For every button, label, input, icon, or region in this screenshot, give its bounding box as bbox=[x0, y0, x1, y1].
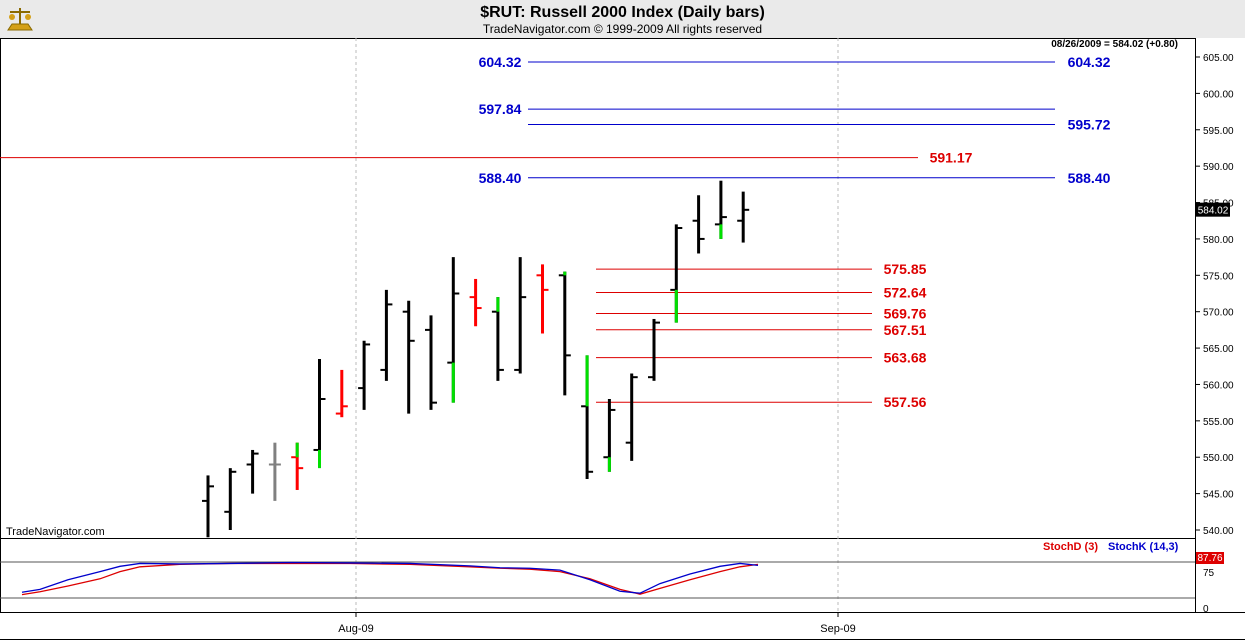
date-tick-label: Aug-09 bbox=[338, 623, 373, 635]
price-tick-label: 595.00 bbox=[1203, 126, 1234, 137]
stochastic-pane bbox=[0, 538, 1196, 613]
price-tick-label: 590.00 bbox=[1203, 162, 1234, 173]
scale-logo-icon bbox=[7, 8, 33, 31]
price-bar bbox=[536, 264, 549, 334]
level-label: 597.84 bbox=[479, 101, 522, 117]
stoch-tick-label: 75 bbox=[1203, 568, 1215, 579]
price-tick-label: 600.00 bbox=[1203, 89, 1234, 100]
price-tick-label: 540.00 bbox=[1203, 526, 1234, 537]
last-price-tag-text: 584.02 bbox=[1198, 206, 1229, 217]
price-tick-label: 545.00 bbox=[1203, 490, 1234, 501]
legend-stochD: StochD (3) bbox=[1043, 541, 1098, 553]
level-label: 604.32 bbox=[1068, 54, 1111, 70]
price-bar bbox=[425, 315, 437, 410]
stoch-value-tag bbox=[1196, 552, 1224, 564]
level-label: 604.32 bbox=[479, 54, 522, 70]
date-tick-label: Sep-09 bbox=[820, 623, 855, 635]
level-label: 567.51 bbox=[884, 322, 927, 338]
price-bar bbox=[514, 257, 527, 374]
price-bar bbox=[558, 271, 571, 396]
level-label: 591.17 bbox=[930, 150, 973, 166]
price-pane bbox=[0, 38, 1196, 539]
price-tick-label: 570.00 bbox=[1203, 308, 1234, 319]
price-tick-label: 580.00 bbox=[1203, 235, 1234, 246]
price-tick-label: 575.00 bbox=[1203, 271, 1234, 282]
chart-subtitle: TradeNavigator.com © 1999-2009 All right… bbox=[482, 22, 763, 36]
stoch-value-tag-text: 87.76 bbox=[1197, 553, 1222, 564]
price-bar bbox=[625, 373, 638, 461]
level-label: 569.76 bbox=[884, 305, 927, 321]
price-bar bbox=[246, 449, 259, 494]
level-label: 588.40 bbox=[479, 170, 522, 186]
price-bar bbox=[358, 340, 371, 410]
title-bar bbox=[0, 0, 1245, 38]
price-bar bbox=[692, 195, 705, 254]
price-bar bbox=[402, 300, 415, 414]
level-label: 572.64 bbox=[884, 284, 927, 300]
stoch-tick-label: 0 bbox=[1203, 604, 1209, 615]
level-label: 588.40 bbox=[1068, 170, 1111, 186]
price-tick-label: 550.00 bbox=[1203, 453, 1234, 464]
stochK-line bbox=[21, 561, 759, 594]
price-tick-label: 565.00 bbox=[1203, 344, 1234, 355]
level-label: 575.85 bbox=[884, 261, 927, 277]
price-bar bbox=[313, 358, 326, 454]
level-label: 595.72 bbox=[1068, 117, 1111, 133]
price-bar bbox=[335, 369, 348, 418]
info-line: 08/26/2009 = 584.02 (+0.80) bbox=[1051, 39, 1178, 50]
level-label: 557.56 bbox=[884, 394, 927, 410]
last-price-tag bbox=[1196, 202, 1230, 217]
level-label: 563.68 bbox=[884, 350, 927, 366]
price-bar bbox=[737, 191, 750, 243]
price-tick-label: 560.00 bbox=[1203, 380, 1234, 391]
price-bar bbox=[469, 278, 482, 327]
price-bar bbox=[380, 289, 393, 381]
price-bar bbox=[268, 442, 281, 501]
watermark: TradeNavigator.com bbox=[6, 526, 105, 538]
chart-title: $RUT: Russell 2000 Index (Daily bars) bbox=[480, 4, 765, 21]
legend-stochK: StochK (14,3) bbox=[1108, 541, 1179, 553]
price-tick-label: 555.00 bbox=[1203, 417, 1234, 428]
price-tick-label: 605.00 bbox=[1203, 53, 1234, 64]
price-bar bbox=[648, 318, 660, 381]
stochD-line bbox=[21, 562, 759, 596]
price-bar bbox=[202, 475, 214, 538]
price-bar bbox=[224, 468, 237, 530]
